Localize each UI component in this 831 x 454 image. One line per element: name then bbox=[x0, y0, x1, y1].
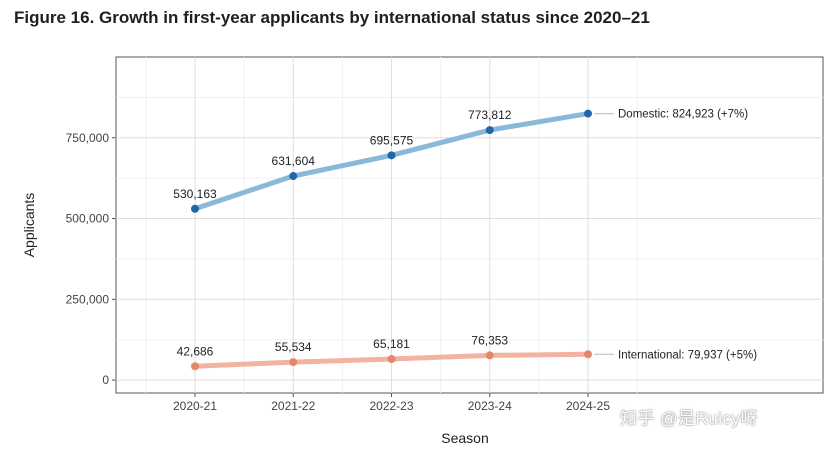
data-point bbox=[485, 351, 494, 360]
y-tick-label: 0 bbox=[102, 373, 109, 387]
watermark-text: 知乎 @是Ruicy呀 bbox=[620, 409, 758, 428]
series-international: 42,686 55,534 65,181 76,353 International: 7… bbox=[177, 333, 757, 371]
data-point bbox=[584, 350, 592, 359]
series-layer: 530,163 631,604 695,575 773,812 Domestic: 82… bbox=[173, 108, 757, 371]
data-point bbox=[485, 126, 494, 135]
y-tick-label: 250,000 bbox=[66, 292, 110, 306]
data-point bbox=[191, 204, 199, 213]
grid-major bbox=[116, 57, 823, 393]
data-point bbox=[289, 358, 298, 367]
plot-panel bbox=[115, 56, 824, 394]
x-tick-label: 2021-22 bbox=[271, 399, 315, 413]
x-tick-label: 2020-21 bbox=[173, 399, 217, 413]
x-axis: 2020-21 2021-22 2022-23 2023-24 2024-25 bbox=[173, 393, 610, 413]
data-label: 530,163 bbox=[173, 187, 217, 201]
data-label: 773,812 bbox=[468, 108, 512, 122]
data-point bbox=[387, 151, 396, 160]
data-label: 631,604 bbox=[272, 154, 316, 168]
end-label: Domestic: 824,923 (+7%) bbox=[618, 109, 748, 121]
data-label: 695,575 bbox=[370, 133, 414, 147]
y-tick-label: 750,000 bbox=[66, 131, 110, 145]
y-axis-title: Applicants bbox=[21, 193, 37, 258]
data-label: 76,353 bbox=[471, 333, 508, 347]
x-tick-label: 2022-23 bbox=[369, 399, 413, 413]
data-label: 65,181 bbox=[373, 337, 410, 351]
data-point bbox=[191, 362, 199, 371]
data-point bbox=[584, 109, 592, 118]
y-axis: 0 250,000 500,000 750,000 bbox=[66, 131, 116, 387]
data-point bbox=[387, 355, 396, 364]
series-domestic: 530,163 631,604 695,575 773,812 Domestic: 82… bbox=[173, 108, 748, 213]
data-label: 42,686 bbox=[177, 344, 214, 358]
data-point bbox=[289, 172, 298, 181]
x-tick-label: 2024-25 bbox=[566, 399, 610, 413]
figure-title: Figure 16. Growth in first-year applican… bbox=[14, 8, 650, 27]
y-tick-label: 500,000 bbox=[66, 212, 110, 226]
grid-minor bbox=[116, 57, 823, 393]
x-axis-title: Season bbox=[441, 430, 488, 446]
x-tick-label: 2023-24 bbox=[468, 399, 512, 413]
data-label: 55,534 bbox=[275, 340, 312, 354]
end-label: International: 79,937 (+5%) bbox=[618, 349, 757, 361]
